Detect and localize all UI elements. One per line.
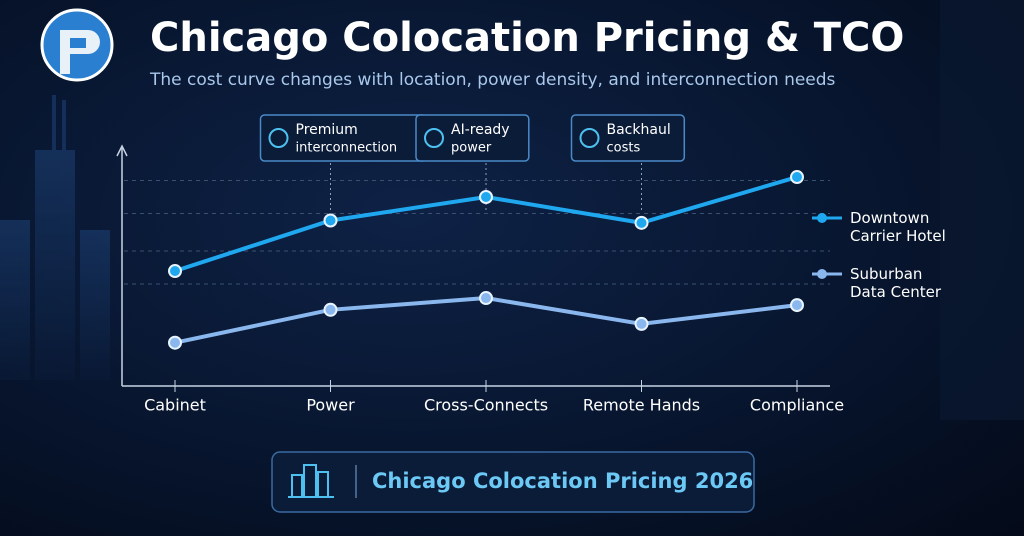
legend-marker — [817, 269, 827, 279]
annotation-icon — [424, 128, 444, 148]
subtitle: The cost curve changes with location, po… — [149, 70, 836, 90]
legend-label: Suburban Data Center — [850, 265, 942, 301]
data-point — [323, 302, 338, 317]
data-point — [634, 215, 649, 230]
data-point — [479, 291, 493, 306]
x-tick-label: Cross-Connects — [424, 396, 548, 415]
annotation-text: AI-ready — [451, 122, 510, 138]
data-point — [634, 316, 649, 331]
annotation-icon — [579, 128, 600, 148]
data-point — [790, 298, 804, 313]
y-arrow — [116, 144, 128, 157]
annotation-box — [415, 114, 530, 162]
x-tick-label: Cabinet — [144, 396, 206, 415]
x-tick-label: Remote Hands — [583, 396, 700, 415]
data-point — [479, 190, 493, 204]
legend-label: Downtown Carrier Hotel — [850, 209, 946, 245]
annotation-text: costs — [607, 141, 641, 156]
annotation-text: interconnection — [296, 141, 398, 156]
data-point — [323, 213, 338, 228]
title: Chicago Colocation Pricing & TCO — [150, 15, 904, 61]
annotation-box — [570, 114, 686, 162]
footer-text: Chicago Colocation Pricing 2026 — [372, 469, 753, 493]
data-point — [168, 335, 182, 350]
skyline — [0, 0, 1024, 420]
annotation-text: power — [451, 141, 492, 156]
annotation-icon — [268, 128, 289, 148]
logo — [40, 8, 114, 82]
footer-icon — [288, 464, 334, 498]
annotation-text: Backhaul — [607, 122, 671, 138]
data-point — [790, 170, 804, 185]
legend-marker — [817, 213, 827, 223]
x-tick-label: Power — [306, 396, 355, 415]
x-tick-label: Compliance — [750, 396, 844, 415]
footer-box — [271, 451, 755, 513]
data-point — [168, 264, 182, 279]
annotation-text: Premium — [296, 122, 358, 138]
